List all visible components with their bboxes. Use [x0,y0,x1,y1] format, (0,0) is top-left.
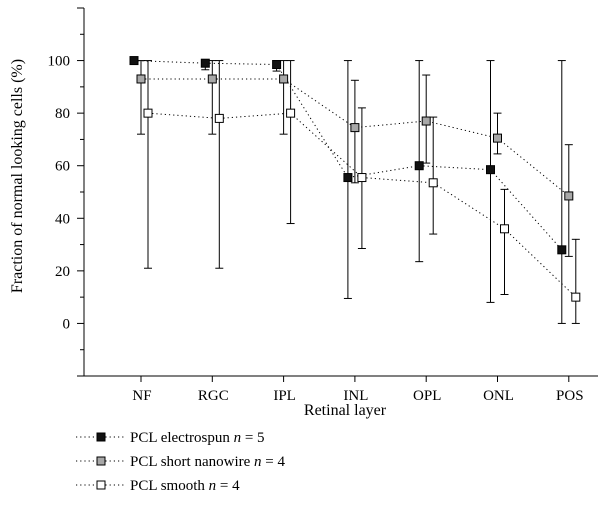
y-tick-label: 40 [55,211,70,227]
y-tick-label: 60 [55,159,70,175]
data-point [129,56,139,66]
x-tick-label: NF [132,388,151,404]
x-tick-label: ONL [483,388,514,404]
x-axis-title: Retinal layer [304,402,387,419]
data-point [421,116,431,126]
data-point [143,108,153,118]
data-point [557,245,567,255]
data-point [350,123,360,133]
y-tick-label: 0 [63,316,71,332]
legend-label: PCL electrospun n = 5 [130,430,265,446]
y-tick-label: 100 [48,54,71,70]
data-point [486,165,495,175]
x-tick-label: OPL [413,388,441,404]
x-tick-label: POS [556,388,584,404]
data-point [272,60,282,70]
x-tick-label: INL [343,388,368,404]
legend-label: PCL short nanowire n = 4 [130,454,285,470]
data-point [500,224,509,234]
x-tick-label: IPL [273,388,296,404]
data-point [200,58,210,68]
y-tick-label: 20 [55,264,70,280]
data-point [279,74,289,84]
data-point [493,133,502,143]
data-point [286,108,296,118]
data-point [571,292,581,302]
data-point [564,191,574,201]
data-point [207,74,217,84]
legend-marker [96,456,106,466]
legend-label: PCL smooth n = 4 [130,478,240,494]
data-point [343,173,353,183]
legend-marker [96,480,106,490]
legend: PCL electrospun n = 5 PCL short nanowire … [76,430,285,494]
data-point [428,178,438,188]
data-point [414,161,424,171]
y-tick-label: 80 [55,106,70,122]
plot-area: 0 20 40 60 80 100 NF RGC IPL INL OPL ONL POS [48,7,598,404]
data-point [214,113,224,123]
y-axis-title: Fraction of normal looking cells (%) [9,59,26,293]
data-point [357,173,367,183]
data-point [136,74,146,84]
x-tick-label: RGC [198,388,229,404]
legend-marker [96,432,106,442]
